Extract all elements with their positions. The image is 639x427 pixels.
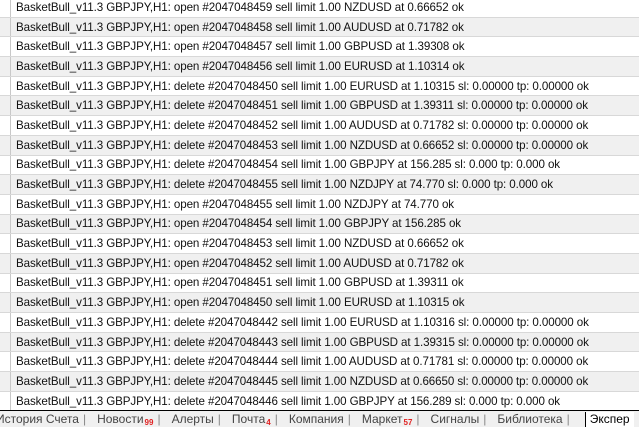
log-row[interactable]: BasketBull_v11.3 GBPJPY,H1: open #204704… bbox=[0, 214, 639, 235]
tab-4[interactable]: Компания | bbox=[289, 412, 362, 427]
log-message: BasketBull_v11.3 GBPJPY,H1: open #204704… bbox=[16, 276, 464, 290]
tab-label: Экспер bbox=[589, 412, 630, 426]
tab-label: Сигналы bbox=[430, 412, 480, 426]
log-row[interactable]: BasketBull_v11.3 GBPJPY,H1: open #204704… bbox=[0, 253, 639, 274]
row-icon-cell bbox=[0, 155, 11, 175]
log-message: BasketBull_v11.3 GBPJPY,H1: open #204704… bbox=[16, 0, 464, 14]
log-row[interactable]: BasketBull_v11.3 GBPJPY,H1: delete #2047… bbox=[0, 116, 639, 136]
log-message: BasketBull_v11.3 GBPJPY,H1: open #204704… bbox=[16, 59, 465, 73]
log-row[interactable]: BasketBull_v11.3 GBPJPY,H1: open #204704… bbox=[0, 234, 639, 254]
log-row[interactable]: BasketBull_v11.3 GBPJPY,H1: open #204704… bbox=[0, 0, 639, 18]
tab-label: Маркет bbox=[361, 412, 403, 426]
log-row[interactable]: BasketBull_v11.3 GBPJPY,H1: delete #2047… bbox=[0, 175, 639, 195]
log-message: BasketBull_v11.3 GBPJPY,H1: open #204704… bbox=[16, 20, 464, 34]
tab-separator: | bbox=[483, 412, 487, 426]
tab-experts[interactable]: Экспер bbox=[584, 412, 634, 427]
log-row[interactable]: BasketBull_v11.3 GBPJPY,H1: delete #2047… bbox=[0, 155, 639, 176]
tab-2[interactable]: Алерты | bbox=[172, 412, 232, 427]
log-message: BasketBull_v11.3 GBPJPY,H1: delete #2047… bbox=[16, 158, 560, 172]
row-icon-cell bbox=[0, 372, 11, 391]
log-row[interactable]: BasketBull_v11.3 GBPJPY,H1: open #204704… bbox=[0, 293, 639, 313]
log-message: BasketBull_v11.3 GBPJPY,H1: delete #2047… bbox=[16, 138, 589, 152]
log-row[interactable]: BasketBull_v11.3 GBPJPY,H1: open #204704… bbox=[0, 37, 639, 58]
log-message: BasketBull_v11.3 GBPJPY,H1: delete #2047… bbox=[16, 355, 589, 369]
log-message: BasketBull_v11.3 GBPJPY,H1: delete #2047… bbox=[16, 99, 588, 113]
tab-label: Новости bbox=[97, 412, 144, 426]
log-row[interactable]: BasketBull_v11.3 GBPJPY,H1: delete #2047… bbox=[0, 135, 639, 156]
row-icon-cell bbox=[0, 253, 11, 273]
row-icon-cell bbox=[0, 76, 11, 96]
log-message: BasketBull_v11.3 GBPJPY,H1: open #204704… bbox=[16, 296, 465, 310]
row-icon-cell bbox=[0, 96, 11, 116]
tab-1[interactable]: Новости 99 | bbox=[97, 412, 171, 427]
log-message: BasketBull_v11.3 GBPJPY,H1: open #204704… bbox=[16, 197, 454, 211]
log-row[interactable]: BasketBull_v11.3 GBPJPY,H1: delete #2047… bbox=[0, 313, 639, 333]
log-row[interactable]: BasketBull_v11.3 GBPJPY,H1: delete #2047… bbox=[0, 332, 639, 353]
tab-label: Алерты bbox=[171, 412, 214, 426]
tab-label: История Счета bbox=[0, 412, 79, 426]
row-icon-cell bbox=[0, 391, 11, 411]
log-row[interactable]: BasketBull_v11.3 GBPJPY,H1: delete #2047… bbox=[0, 391, 639, 412]
log-row[interactable]: BasketBull_v11.3 GBPJPY,H1: open #204704… bbox=[0, 17, 639, 38]
tab-separator: | bbox=[157, 412, 161, 426]
row-icon-cell bbox=[0, 293, 11, 312]
row-icon-cell bbox=[0, 116, 11, 135]
log-message: BasketBull_v11.3 GBPJPY,H1: delete #2047… bbox=[16, 118, 589, 132]
log-row[interactable]: BasketBull_v11.3 GBPJPY,H1: delete #2047… bbox=[0, 76, 639, 97]
tab-0[interactable]: История Счета | bbox=[0, 412, 97, 427]
log-row[interactable]: BasketBull_v11.3 GBPJPY,H1: delete #2047… bbox=[0, 352, 639, 373]
log-message: BasketBull_v11.3 GBPJPY,H1: delete #2047… bbox=[16, 315, 589, 329]
log-message: BasketBull_v11.3 GBPJPY,H1: open #204704… bbox=[16, 256, 464, 270]
row-icon-cell bbox=[0, 37, 11, 57]
row-icon-cell bbox=[0, 135, 11, 155]
log-message: BasketBull_v11.3 GBPJPY,H1: open #204704… bbox=[16, 217, 461, 231]
log-row[interactable]: BasketBull_v11.3 GBPJPY,H1: delete #2047… bbox=[0, 372, 639, 392]
tab-separator: | bbox=[347, 412, 351, 426]
tab-7[interactable]: Библиотека | bbox=[497, 412, 580, 427]
log-row[interactable]: BasketBull_v11.3 GBPJPY,H1: delete #2047… bbox=[0, 96, 639, 117]
tab-badge: 57 bbox=[403, 418, 413, 427]
tab-3[interactable]: Почта 4 | bbox=[232, 412, 289, 427]
row-icon-cell bbox=[0, 194, 11, 214]
tab-label: Почта bbox=[231, 412, 266, 426]
tab-badge: 4 bbox=[266, 418, 271, 427]
row-icon-cell bbox=[0, 332, 11, 352]
log-row[interactable]: BasketBull_v11.3 GBPJPY,H1: open #204704… bbox=[0, 57, 639, 77]
row-icon-cell bbox=[0, 175, 11, 194]
row-icon-cell bbox=[0, 57, 11, 76]
tab-5[interactable]: Маркет 57 | bbox=[362, 412, 431, 427]
tab-separator: | bbox=[566, 412, 570, 426]
log-message: BasketBull_v11.3 GBPJPY,H1: open #204704… bbox=[16, 40, 465, 54]
log-message: BasketBull_v11.3 GBPJPY,H1: delete #2047… bbox=[16, 335, 589, 349]
row-icon-cell bbox=[0, 17, 11, 37]
tab-separator: | bbox=[416, 412, 420, 426]
log-message: BasketBull_v11.3 GBPJPY,H1: delete #2047… bbox=[16, 394, 560, 408]
row-icon-cell bbox=[0, 234, 11, 253]
log-row[interactable]: BasketBull_v11.3 GBPJPY,H1: open #204704… bbox=[0, 194, 639, 215]
tab-separator: | bbox=[82, 412, 87, 426]
tab-label: Библиотека bbox=[497, 412, 563, 426]
log-message: BasketBull_v11.3 GBPJPY,H1: delete #2047… bbox=[16, 374, 589, 388]
tab-separator: | bbox=[217, 412, 221, 426]
row-icon-cell bbox=[0, 214, 11, 234]
row-icon-cell bbox=[0, 273, 11, 293]
log-message: BasketBull_v11.3 GBPJPY,H1: delete #2047… bbox=[16, 79, 589, 93]
row-icon-cell bbox=[0, 0, 11, 17]
tab-separator: | bbox=[274, 412, 278, 426]
row-icon-cell bbox=[0, 352, 11, 372]
tab-label: Компания bbox=[288, 412, 344, 426]
tab-badge: 99 bbox=[144, 418, 154, 427]
row-icon-cell bbox=[0, 313, 11, 332]
tab-6[interactable]: Сигналы | bbox=[431, 412, 498, 427]
experts-log-list: BasketBull_v11.3 GBPJPY,H1: open #204704… bbox=[0, 0, 639, 412]
log-message: BasketBull_v11.3 GBPJPY,H1: delete #2047… bbox=[16, 178, 553, 192]
terminal-tab-bar: История Счета | Новости 99 | Алерты | Почта 4 | Ко… bbox=[0, 410, 639, 427]
log-message: BasketBull_v11.3 GBPJPY,H1: open #204704… bbox=[16, 237, 464, 251]
log-row[interactable]: BasketBull_v11.3 GBPJPY,H1: open #204704… bbox=[0, 273, 639, 294]
